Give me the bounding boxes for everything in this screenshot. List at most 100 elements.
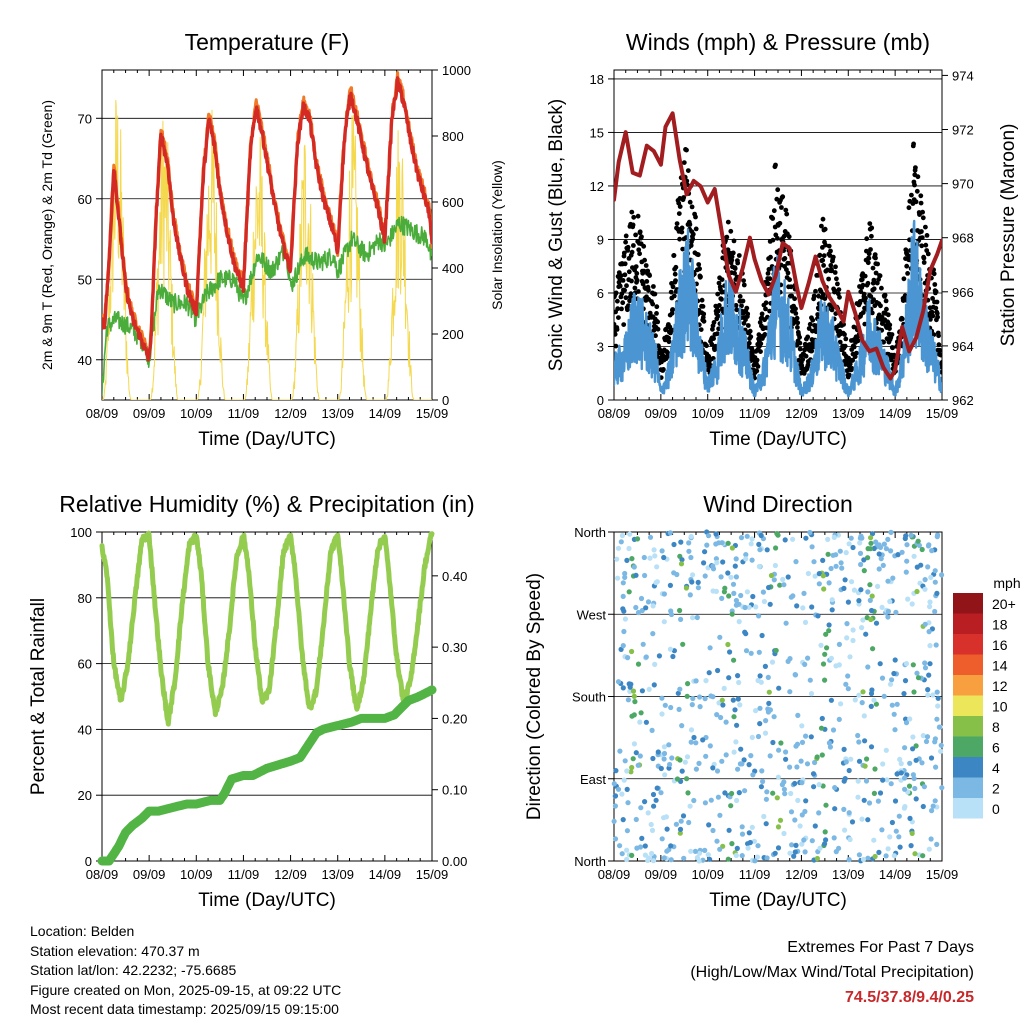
x-tick-label: 11/09 <box>228 867 260 882</box>
direction-point <box>692 848 699 855</box>
direction-point <box>654 785 660 791</box>
t2m-line <box>102 76 432 362</box>
extremes-title: Extremes For Past 7 Days <box>787 939 974 956</box>
gust-point <box>934 311 940 316</box>
direction-point <box>727 649 733 655</box>
gust-point <box>680 246 686 252</box>
gust-point <box>826 243 832 249</box>
direction-point <box>758 679 764 685</box>
direction-point <box>919 546 925 553</box>
gust-point <box>654 311 659 316</box>
direction-point <box>879 675 886 681</box>
gust-point <box>758 341 764 347</box>
y2-tick-label: 0 <box>442 393 449 408</box>
direction-point <box>766 689 772 695</box>
direction-point <box>826 740 833 746</box>
direction-point <box>624 847 630 853</box>
gust-point <box>666 339 672 345</box>
x-axis-label: Time (Day/UTC) <box>709 429 847 450</box>
y2-tick-label: 970 <box>952 177 974 192</box>
y-tick-label: 60 <box>78 657 92 672</box>
direction-point <box>803 798 809 804</box>
gust-point <box>758 349 763 354</box>
gust-point <box>919 243 925 249</box>
direction-point <box>911 775 917 782</box>
direction-point <box>689 702 695 708</box>
direction-point <box>624 856 630 863</box>
legend-label: 16 <box>992 637 1008 653</box>
gust-point <box>620 278 626 283</box>
gust-point <box>873 255 878 261</box>
direction-point <box>923 738 930 745</box>
direction-point <box>645 599 652 605</box>
gust-point <box>690 231 696 237</box>
gust-point <box>673 264 679 270</box>
direction-point <box>804 761 811 767</box>
y2-tick-label: 0.20 <box>442 711 467 726</box>
direction-point <box>890 575 896 581</box>
direction-point <box>634 536 641 542</box>
direction-point <box>710 765 716 771</box>
direction-point <box>891 853 897 859</box>
direction-point <box>627 684 633 690</box>
direction-point <box>627 531 633 537</box>
precipitation-line <box>97 685 437 866</box>
gust-point <box>766 267 772 272</box>
direction-point <box>707 743 713 749</box>
direction-point <box>659 711 665 717</box>
gust-point <box>919 235 925 241</box>
direction-point <box>884 777 890 783</box>
direction-point <box>828 565 834 572</box>
direction-point <box>868 535 874 541</box>
direction-point <box>887 681 894 687</box>
direction-point <box>625 655 631 661</box>
direction-point <box>769 659 776 665</box>
direction-point <box>642 843 648 849</box>
direction-point <box>752 858 758 864</box>
direction-point <box>810 771 817 777</box>
direction-point <box>795 797 801 804</box>
direction-point <box>870 646 876 652</box>
gust-point <box>623 233 629 239</box>
direction-point <box>635 762 641 768</box>
direction-point <box>812 823 818 829</box>
direction-point <box>934 689 940 695</box>
direction-point <box>824 645 830 651</box>
direction-point <box>880 761 886 767</box>
direction-point <box>887 834 893 840</box>
direction-point <box>690 572 696 578</box>
direction-point <box>655 749 661 755</box>
direction-point <box>907 716 913 722</box>
direction-point <box>932 568 938 574</box>
direction-point <box>907 760 913 766</box>
direction-point <box>619 791 625 797</box>
y2-tick-label: 968 <box>952 231 974 246</box>
y-tick-label: 100 <box>70 525 92 540</box>
gust-point <box>901 276 907 282</box>
direction-point <box>914 670 920 676</box>
y-tick-label: 18 <box>590 72 604 87</box>
gust-point <box>625 307 630 313</box>
direction-point <box>928 836 934 842</box>
gust-point <box>767 308 772 314</box>
direction-point <box>898 761 904 767</box>
direction-point <box>887 598 893 605</box>
y2-tick-label: 964 <box>952 339 974 354</box>
y-tick-label: 70 <box>78 111 92 126</box>
direction-point <box>828 655 835 661</box>
direction-point <box>938 742 944 748</box>
direction-point <box>640 641 646 647</box>
direction-point <box>862 763 868 769</box>
gust-point <box>687 222 693 227</box>
direction-point <box>783 749 789 755</box>
direction-point <box>743 648 750 654</box>
speed-legend: mph 20+ 18 16 14 12 10 8 6 4 2 0 <box>953 575 1021 819</box>
gust-point <box>784 211 790 217</box>
solar-insolation-line <box>102 99 432 400</box>
x-tick-label: 10/09 <box>691 406 724 421</box>
direction-point <box>615 679 622 685</box>
direction-point <box>651 803 657 809</box>
direction-point <box>782 537 788 543</box>
direction-point <box>848 756 854 762</box>
direction-point <box>847 654 853 660</box>
